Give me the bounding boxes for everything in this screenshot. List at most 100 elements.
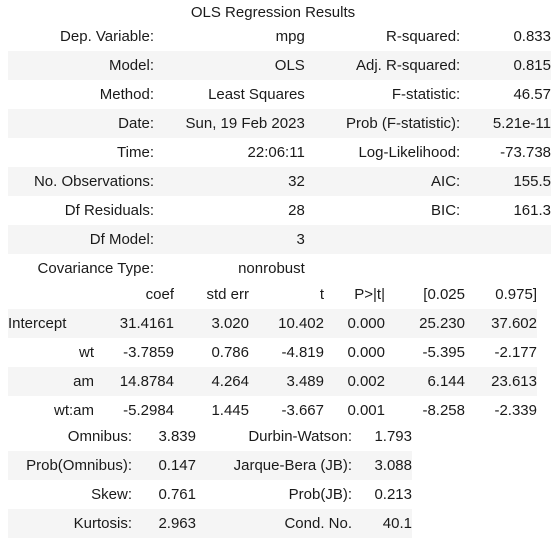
summary-value: 22:06:11	[247, 144, 305, 161]
table-row: Covariance Type: nonrobust	[8, 254, 551, 283]
summary-label: Log-Likelihood:	[358, 144, 461, 161]
summary-label: Time:	[117, 144, 154, 161]
table-row: Df Residuals: 28 BIC: 161.3	[8, 196, 551, 225]
summary-value: 0.833	[513, 28, 551, 45]
summary-value: Least Squares	[208, 86, 305, 103]
ci-high-cell: 23.613	[465, 367, 537, 396]
ci-low-cell: 6.144	[385, 367, 465, 396]
summary-table: Dep. Variable: mpg R-squared: 0.833 Mode…	[8, 22, 551, 283]
summary-value: 161.3	[513, 202, 551, 219]
page-title: OLS Regression Results	[190, 4, 356, 21]
column-header: coef	[145, 286, 174, 303]
summary-value: -73.738	[500, 144, 551, 161]
term-label: wt:am	[53, 402, 94, 419]
diagnostic-label: Cond. No.	[196, 509, 352, 538]
ci-low-cell: 25.230	[385, 309, 465, 338]
summary-value: nonrobust	[238, 260, 305, 277]
summary-label: Method:	[99, 86, 154, 103]
summary-value: 0.815	[460, 51, 551, 80]
std-err-cell: 0.786	[211, 344, 249, 361]
t-cell: 10.402	[249, 309, 324, 338]
summary-value: mpg	[275, 28, 305, 45]
summary-value: 28	[288, 202, 305, 219]
summary-label: No. Observations:	[8, 167, 154, 196]
column-header	[8, 280, 94, 309]
coef-cell: 31.4161	[94, 309, 174, 338]
coef-cell: 14.8784	[94, 367, 174, 396]
p-cell: 0.001	[347, 402, 385, 419]
column-header: std err	[206, 286, 249, 303]
t-cell: 3.489	[249, 367, 324, 396]
ci-low-cell: -8.258	[422, 402, 465, 419]
p-cell: 0.000	[347, 344, 385, 361]
summary-value: 46.57	[513, 86, 551, 103]
summary-value: 32	[154, 167, 305, 196]
summary-label: Df Residuals:	[64, 202, 154, 219]
std-err-cell: 1.445	[211, 402, 249, 419]
term-label: Intercept	[8, 309, 94, 338]
summary-label: Covariance Type:	[37, 260, 154, 277]
table-row: No. Observations: 32 AIC: 155.5	[8, 167, 551, 196]
std-err-cell: 3.020	[174, 309, 249, 338]
diagnostic-value: 0.761	[158, 486, 196, 503]
table-row: Dep. Variable: mpg R-squared: 0.833	[8, 22, 551, 51]
summary-value: OLS	[154, 51, 305, 80]
table-row: Method: Least Squares F-statistic: 46.57	[8, 80, 551, 109]
table-row: Skew: 0.761 Prob(JB): 0.213	[8, 480, 412, 509]
table-row: Time: 22:06:11 Log-Likelihood: -73.738	[8, 138, 551, 167]
summary-value	[460, 254, 551, 283]
diagnostics-table: Omnibus: 3.839 Durbin-Watson: 1.793 Prob…	[8, 422, 412, 538]
summary-value: Sun, 19 Feb 2023	[154, 109, 305, 138]
diagnostic-label: Kurtosis:	[8, 509, 132, 538]
diagnostic-label: Durbin-Watson:	[248, 428, 352, 445]
diagnostic-label: Jarque-Bera (JB):	[196, 451, 352, 480]
summary-label: AIC:	[304, 167, 461, 196]
summary-label: Date:	[8, 109, 154, 138]
t-cell: -4.819	[281, 344, 324, 361]
ci-high-cell: -2.177	[494, 344, 537, 361]
summary-label: Prob (F-statistic):	[304, 109, 461, 138]
summary-label: Dep. Variable:	[60, 28, 154, 45]
table-header-row: coef std err t P>|t| [0.025 0.975]	[8, 280, 537, 309]
ci-low-cell: -5.395	[422, 344, 465, 361]
summary-label: F-statistic:	[391, 86, 461, 103]
summary-value: 3	[154, 225, 305, 254]
diagnostic-label: Omnibus:	[67, 428, 132, 445]
table-row: wt:am -5.2984 1.445 -3.667 0.001 -8.258 …	[8, 396, 537, 425]
diagnostic-label: Prob(Omnibus):	[8, 451, 132, 480]
table-row: Date: Sun, 19 Feb 2023 Prob (F-statistic…	[8, 109, 551, 138]
t-cell: -3.667	[281, 402, 324, 419]
diagnostic-value: 2.963	[132, 509, 196, 538]
term-label: wt	[79, 344, 94, 361]
summary-label: Model:	[8, 51, 154, 80]
table-row: Intercept 31.4161 3.020 10.402 0.000 25.…	[8, 309, 537, 338]
diagnostic-value: 1.793	[374, 428, 412, 445]
table-row: Model: OLS Adj. R-squared: 0.815	[8, 51, 551, 80]
diagnostic-value: 40.1	[352, 509, 412, 538]
std-err-cell: 4.264	[174, 367, 249, 396]
coef-cell: -3.7859	[123, 344, 174, 361]
summary-label: Adj. R-squared:	[304, 51, 461, 80]
summary-label	[305, 254, 460, 283]
diagnostic-label: Prob(JB):	[288, 486, 352, 503]
p-cell: 0.000	[324, 309, 385, 338]
summary-value	[460, 225, 551, 254]
coef-cell: -5.2984	[123, 402, 174, 419]
table-row: Kurtosis: 2.963 Cond. No. 40.1	[8, 509, 412, 538]
term-label: am	[8, 367, 94, 396]
ci-high-cell: 37.602	[465, 309, 537, 338]
column-header: [0.025	[423, 286, 465, 303]
table-row: Df Model: 3	[8, 225, 551, 254]
diagnostic-label: Skew:	[91, 486, 132, 503]
summary-label: R-squared:	[386, 28, 461, 45]
column-header: P>|t|	[354, 286, 385, 303]
ci-high-cell: -2.339	[494, 402, 537, 419]
column-header: 0.975]	[495, 286, 537, 303]
p-cell: 0.002	[324, 367, 385, 396]
diagnostic-value: 0.147	[132, 451, 196, 480]
summary-value: 5.21e-11	[460, 109, 551, 138]
table-row: wt -3.7859 0.786 -4.819 0.000 -5.395 -2.…	[8, 338, 537, 367]
summary-label: BIC:	[431, 202, 461, 219]
summary-label	[304, 225, 461, 254]
